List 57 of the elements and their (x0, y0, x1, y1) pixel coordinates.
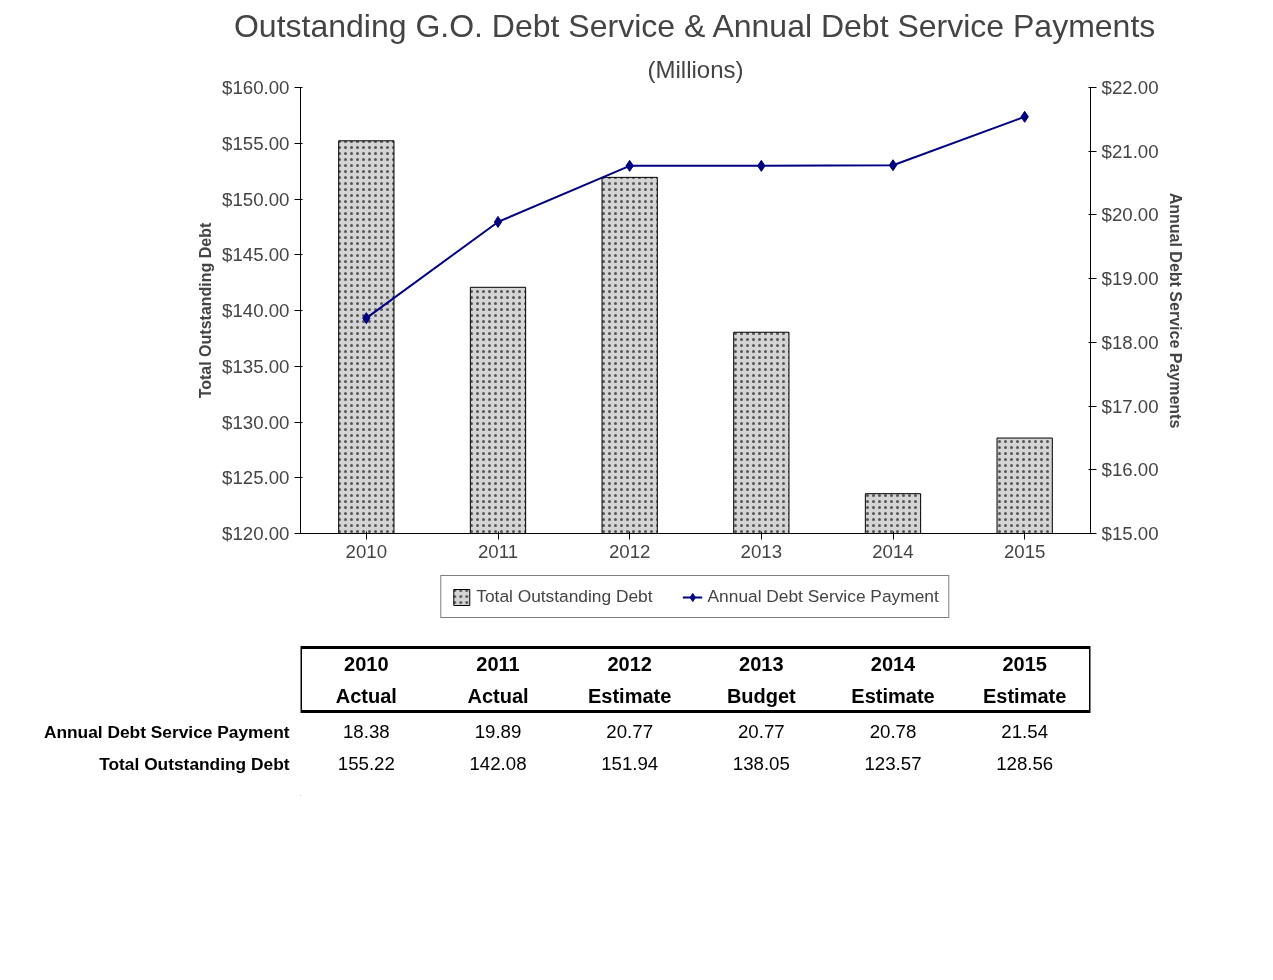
y2-tick-label: $15.00 (1101, 523, 1159, 544)
text: Total Outstanding Debt (99, 753, 290, 774)
y-tick-label: $130.00 (222, 411, 290, 433)
data-label: 18.38 (342, 721, 390, 742)
text: Estimate (851, 684, 935, 707)
category-label: 2013 (739, 652, 784, 675)
chart-title: Outstanding G.O. Debt Service & Annual Debt Service Payments (233, 7, 1156, 44)
x-tick-label: 2015 (1003, 540, 1046, 562)
y-tick-label: $145.00 (222, 244, 290, 266)
x-tick-label: 2010 (345, 540, 388, 562)
point (493, 215, 503, 228)
category-label: 2010 (344, 652, 389, 675)
category-label: 2012 (607, 652, 652, 675)
text: Estimate (587, 684, 672, 707)
text: Actual (335, 684, 397, 707)
data-label: 20.77 (606, 721, 654, 742)
y2-tick-label: $19.00 (1101, 268, 1159, 290)
data-label: 20.78 (869, 721, 917, 742)
y-tick-label: $140.00 (222, 300, 290, 321)
y-tick-label: $160.00 (222, 77, 290, 98)
text: Annual Debt Service Payment (43, 721, 290, 742)
y-tick-label: $120.00 (222, 523, 290, 544)
y-tick-label: $125.00 (222, 467, 290, 489)
data-label: 151.94 (601, 753, 659, 774)
category-label: 2014 (870, 652, 916, 675)
legend-label: Annual Debt Service Payment (707, 586, 939, 607)
text: Estimate (982, 684, 1067, 707)
category-label: 2011 (476, 652, 520, 675)
x-tick-label: 2013 (740, 540, 783, 562)
chart-subtitle: (Millions) (647, 55, 744, 83)
point (888, 159, 898, 172)
y-tick-label: $135.00 (222, 355, 290, 377)
data-label: 19.89 (474, 721, 522, 742)
y2-tick-label: $20.00 (1101, 204, 1159, 226)
x-tick-label: 2011 (477, 540, 519, 562)
data-label: 123.57 (864, 753, 922, 774)
y-tick-label: $150.00 (222, 188, 290, 210)
text: Budget (726, 684, 797, 707)
y2-tick-label: $22.00 (1101, 77, 1159, 98)
y2-tick-label: $21.00 (1101, 140, 1159, 162)
data-label: 138.05 (732, 753, 790, 774)
y2-tick-label: $17.00 (1101, 395, 1159, 417)
legend-label: Total Outstanding Debt (476, 586, 653, 607)
data-label: 21.54 (1001, 721, 1049, 742)
data-label: 142.08 (469, 753, 527, 774)
y2-axis-title: Annual Debt Service Payments (1166, 192, 1184, 429)
x-tick-label: 2014 (872, 540, 914, 562)
y-tick-label: $155.00 (222, 132, 290, 154)
y-axis-title: Total Outstanding Debt (197, 221, 215, 399)
y2-tick-label: $18.00 (1101, 331, 1159, 353)
y2-tick-label: $16.00 (1101, 459, 1159, 481)
x-tick-label: 2012 (608, 540, 651, 562)
data-label: 128.56 (996, 753, 1054, 774)
data-label: 20.77 (737, 721, 785, 742)
category-label: 2015 (1002, 652, 1047, 675)
data-label: 155.22 (337, 753, 395, 774)
text: Actual (467, 684, 529, 707)
